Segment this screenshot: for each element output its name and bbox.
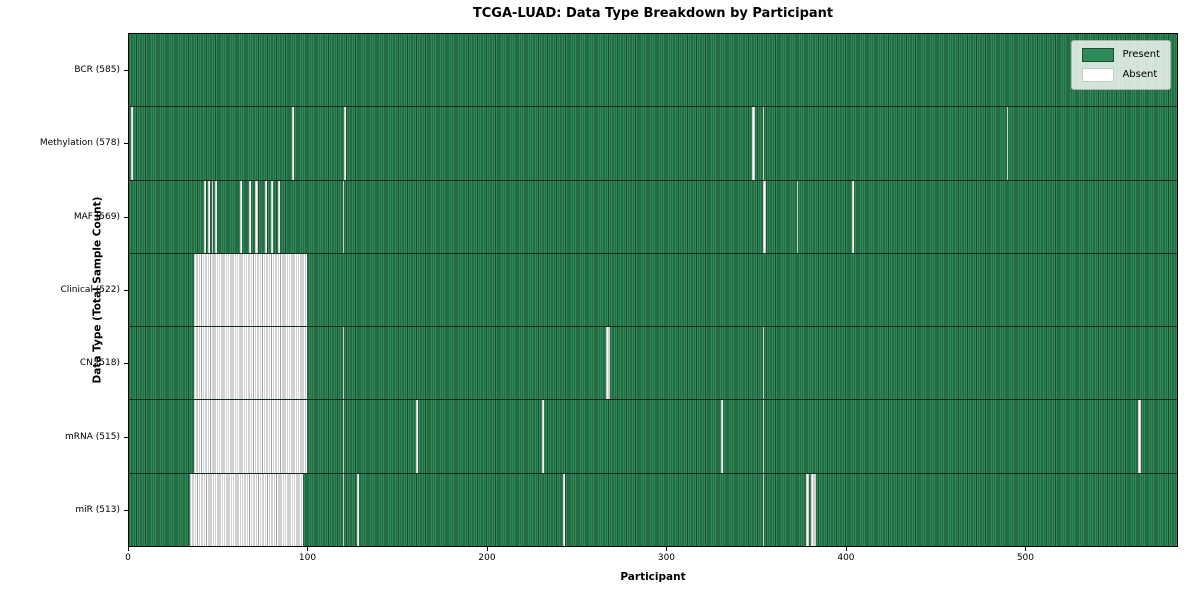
row-band-BCR (129, 34, 1177, 108)
absent-stripe (721, 400, 724, 473)
x-tick (128, 547, 129, 551)
row-band-Clinical (129, 253, 1177, 328)
row-band-mRNA (129, 400, 1177, 474)
absent-stripe (254, 180, 259, 253)
absent-stripe (130, 107, 133, 180)
x-tick-label-0: 0 (125, 553, 131, 563)
x-tick-label-500: 500 (1016, 553, 1035, 563)
row-band-CN (129, 327, 1177, 401)
absent-stripe (204, 180, 207, 253)
x-tick (845, 547, 847, 551)
x-tick (307, 547, 309, 551)
x-tick (486, 547, 488, 551)
absent-stripe (852, 180, 855, 253)
x-tick-label-200: 200 (478, 553, 496, 563)
y-tick-label-miR: miR (513) (75, 505, 120, 516)
y-tick-label-MAF: MAF (569) (73, 211, 120, 222)
absent-stripe (356, 473, 359, 546)
absent-stripe (249, 180, 252, 253)
absent-stripe (814, 473, 817, 546)
legend-label: Present (1122, 49, 1160, 60)
absent-stripe (270, 180, 273, 253)
x-tick-label-400: 400 (837, 553, 855, 563)
chart-title: TCGA-LUAD: Data Type Breakdown by Partic… (472, 6, 834, 21)
absent-stripe (211, 180, 214, 253)
absent-stripe (277, 180, 280, 253)
y-tick-label-BCR: BCR (585) (74, 64, 120, 75)
x-tick-label-100: 100 (298, 553, 317, 563)
y-tick (124, 436, 128, 438)
legend-item-absent: Absent (1082, 68, 1160, 82)
absent-stripe (606, 327, 610, 400)
absent-stripe (190, 473, 304, 546)
absent-stripe (342, 400, 345, 473)
absent-stripe (342, 473, 345, 546)
row-band-MAF (129, 180, 1177, 254)
row-band-Methylation (129, 107, 1177, 181)
y-tick (124, 363, 128, 365)
absent-stripe (342, 327, 345, 400)
absent-stripe (193, 253, 307, 327)
absent-stripe (416, 400, 418, 473)
absent-stripe (1006, 107, 1009, 180)
x-tick-label-300: 300 (657, 553, 676, 563)
absent-stripe (805, 473, 810, 546)
absent-stripe (207, 180, 210, 253)
legend-swatch-absent (1082, 68, 1115, 82)
absent-stripe (193, 327, 307, 400)
y-tick-label-mRNA: mRNA (515) (65, 431, 120, 442)
row-band-miR (129, 473, 1177, 546)
absent-stripe (541, 400, 544, 473)
absent-stripe (292, 107, 295, 180)
y-tick (124, 143, 128, 145)
absent-stripe (811, 473, 815, 546)
legend: Present Absent (1071, 40, 1171, 90)
absent-stripe (215, 180, 217, 253)
absent-stripe (265, 180, 268, 253)
y-tick (124, 216, 128, 218)
legend-item-present: Present (1082, 48, 1160, 62)
absent-stripe (1137, 400, 1142, 473)
x-axis-label: Participant (620, 571, 686, 583)
absent-stripe (342, 180, 345, 253)
y-tick (124, 290, 128, 291)
legend-swatch-present (1082, 48, 1115, 62)
y-tick (124, 69, 128, 71)
absent-stripe (193, 400, 307, 473)
y-tick-label-Clinical: Clinical (522) (60, 285, 120, 295)
x-tick (1025, 547, 1027, 551)
absent-stripe (796, 180, 799, 253)
y-tick (124, 510, 128, 512)
legend-label: Absent (1122, 69, 1158, 80)
absent-stripe (762, 327, 765, 400)
absent-stripe (762, 473, 765, 546)
absent-stripe (344, 107, 347, 180)
y-tick-label-CN: CN (518) (79, 358, 120, 369)
plot-area: Present Absent (128, 33, 1178, 547)
y-tick-label-Methylation: Methylation (578) (39, 138, 120, 149)
absent-stripe (563, 473, 566, 546)
absent-stripe (751, 107, 756, 180)
absent-stripe (762, 180, 767, 253)
absent-stripe (240, 180, 243, 253)
absent-stripe (762, 400, 765, 473)
x-tick (666, 547, 668, 551)
absent-stripe (762, 107, 765, 180)
